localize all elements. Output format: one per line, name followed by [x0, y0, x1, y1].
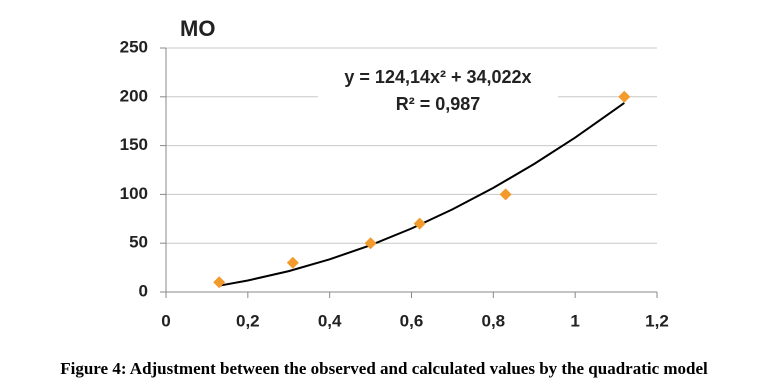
x-tick-label: 0 — [161, 311, 170, 330]
y-tick-label: 200 — [120, 86, 148, 105]
x-tick-label: 0,2 — [236, 311, 260, 330]
x-tick-label: 1 — [570, 311, 579, 330]
annotation-background — [318, 60, 558, 118]
equation: y = 124,14x² + 34,022x — [344, 67, 531, 87]
trendline — [219, 102, 625, 287]
data-point — [213, 276, 226, 289]
y-tick-label: 50 — [129, 233, 148, 252]
x-tick-label: 0,8 — [482, 311, 506, 330]
y-tick-label: 100 — [120, 184, 148, 203]
y-tick-label: 250 — [120, 37, 148, 56]
data-point — [286, 256, 299, 269]
data-point — [413, 217, 426, 230]
x-tick-label: 0,6 — [400, 311, 424, 330]
y-tick-label: 0 — [139, 281, 148, 300]
data-point — [499, 188, 512, 201]
data-point — [364, 237, 377, 250]
x-tick-label: 1,2 — [645, 311, 669, 330]
figure-caption: Figure 4: Adjustment between the observe… — [60, 359, 708, 378]
data-point — [618, 90, 631, 103]
chart-title: MO — [180, 16, 215, 41]
x-tick-label: 0,4 — [318, 311, 342, 330]
r-squared: R² = 0,987 — [396, 94, 481, 114]
y-tick-label: 150 — [120, 135, 148, 154]
